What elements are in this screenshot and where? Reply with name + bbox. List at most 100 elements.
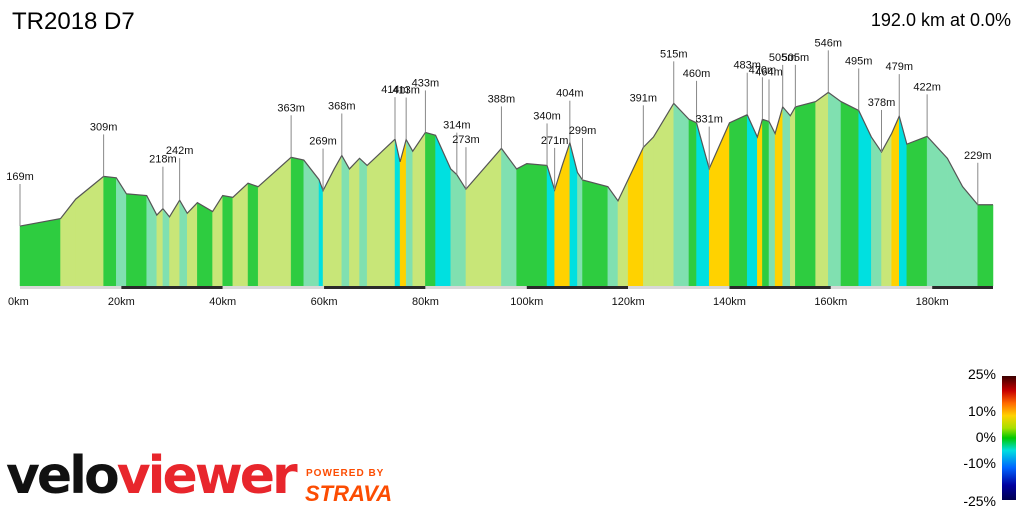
profile-segment	[303, 159, 320, 287]
distance-stripe	[526, 286, 629, 289]
profile-segment	[333, 154, 343, 287]
veloviewer-logo[interactable]: veloviewer	[6, 450, 298, 502]
profile-segment	[746, 114, 758, 287]
profile-segment	[399, 139, 407, 287]
profile-segment	[412, 131, 426, 287]
legend-label-10: 10%	[967, 403, 996, 419]
elevation-label: 314m	[443, 120, 471, 132]
profile-segment	[947, 158, 963, 287]
profile-segment	[232, 182, 249, 287]
profile-segment	[156, 208, 164, 287]
profile-segment	[858, 110, 872, 287]
profile-segment	[456, 173, 467, 287]
elevation-label: 483m	[733, 60, 761, 72]
profile-segment	[516, 163, 528, 287]
profile-segment	[977, 204, 994, 287]
profile-segment	[729, 114, 748, 287]
x-tick-label: 140km	[713, 296, 746, 308]
profile-segment	[435, 135, 452, 287]
elevation-label: 169m	[6, 171, 34, 183]
profile-outline	[19, 91, 993, 227]
profile-segment	[577, 171, 583, 287]
profile-segment	[169, 199, 180, 287]
x-tick-label: 120km	[612, 296, 645, 308]
profile-segment	[688, 118, 697, 287]
profile-segment	[627, 147, 644, 287]
profile-segment	[425, 132, 436, 287]
elevation-label: 422m	[913, 81, 941, 93]
profile-segment	[643, 136, 654, 287]
profile-segment	[757, 119, 763, 287]
distance-stripe	[932, 286, 993, 289]
profile-segment	[673, 102, 690, 287]
elevation-label: 331m	[695, 114, 723, 126]
x-tick-label: 100km	[510, 296, 543, 308]
elevation-label: 505m	[782, 52, 810, 64]
profile-segment	[708, 122, 730, 287]
elevation-label: 218m	[149, 154, 177, 166]
x-tick-label: 40km	[209, 296, 236, 308]
elevation-label: 388m	[488, 93, 516, 105]
distance-stripe	[20, 286, 122, 289]
chart-title: TR2018 D7	[12, 8, 135, 35]
x-tick-label: 180km	[916, 296, 949, 308]
x-tick-label: 80km	[412, 296, 439, 308]
profile-segment	[582, 179, 609, 287]
profile-segment	[526, 163, 548, 287]
profile-fills	[19, 91, 994, 287]
legend-label-minus25: -25%	[963, 493, 996, 509]
profile-segment	[186, 202, 198, 287]
veloviewer-logo-part2: viewer	[116, 446, 298, 506]
profile-segment	[762, 118, 770, 287]
profile-segment	[790, 105, 796, 287]
profile-segment	[359, 157, 368, 287]
profile-segment	[906, 135, 928, 287]
profile-segment	[891, 116, 900, 287]
profile-segment	[126, 193, 147, 287]
profile-segment	[546, 165, 555, 287]
elevation-label: 479m	[885, 61, 913, 73]
distance-stripe	[121, 286, 223, 289]
distance-stripe	[222, 286, 325, 289]
profile-segment	[653, 102, 674, 287]
profile-segment	[926, 135, 948, 287]
elevation-label: 229m	[964, 150, 992, 162]
profile-segment	[815, 91, 829, 287]
elevation-label: 378m	[868, 97, 896, 109]
profile-segment	[795, 101, 816, 287]
elevation-label: 495m	[845, 55, 873, 67]
distance-stripes	[20, 286, 993, 289]
profile-segment	[162, 207, 170, 287]
profile-segment	[501, 147, 517, 287]
veloviewer-logo-part1: velo	[6, 446, 120, 506]
legend-label-minus10: -10%	[963, 455, 996, 471]
profile-segment	[19, 218, 61, 287]
profile-segment	[782, 106, 791, 287]
profile-segment	[116, 176, 127, 287]
elevation-label: 309m	[90, 121, 118, 133]
elevation-label: 404m	[556, 88, 584, 100]
profile-segment	[247, 182, 259, 287]
elevation-label: 271m	[541, 135, 569, 147]
profile-segment	[828, 91, 842, 287]
elevation-label: 470m	[749, 64, 777, 76]
profile-segment	[561, 142, 571, 287]
elevation-label: 363m	[277, 102, 305, 114]
legend-label-0: 0%	[975, 429, 996, 445]
elevation-label: 340m	[533, 110, 561, 122]
x-axis-ticks: 0km 20km 40km 60km 80km 100km 120km 140km 160km 1…	[8, 296, 949, 308]
profile-segment	[197, 202, 213, 287]
x-tick-label: 0km	[8, 296, 29, 308]
elevation-label: 368m	[328, 100, 356, 112]
strava-logo[interactable]: STRAVA	[305, 481, 393, 506]
profile-segment	[569, 142, 578, 287]
elevation-label: 414m	[381, 84, 409, 96]
x-tick-label: 20km	[108, 296, 135, 308]
profile-segment	[617, 179, 629, 287]
profile-segment	[75, 175, 104, 287]
powered-by-label: POWERED BY	[306, 468, 385, 479]
profile-segment	[341, 154, 350, 287]
distance-stripe	[425, 286, 527, 289]
